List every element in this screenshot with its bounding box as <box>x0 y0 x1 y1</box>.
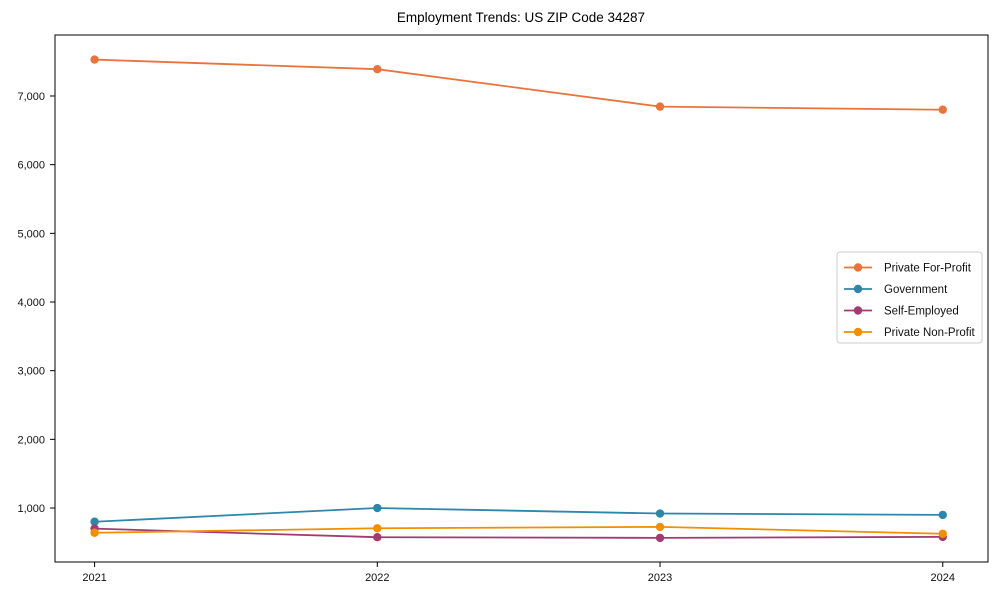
data-point-government-2023 <box>655 509 665 518</box>
data-point-private-non-profit-2024 <box>938 529 947 538</box>
series-line-private-for-profit <box>94 58 943 111</box>
data-point-private-non-profit-2023 <box>655 522 665 532</box>
data-point-government-2021 <box>90 517 99 526</box>
legend-label-private-for-profit: Private For-Profit <box>884 263 972 275</box>
legend-item-self-employed: Self-Employed <box>844 306 959 318</box>
series-line-government <box>94 507 943 523</box>
y-tick-label: 5,000 <box>17 228 45 240</box>
data-point-private-non-profit-2022 <box>373 524 382 533</box>
legend-marker-government <box>853 284 863 294</box>
legend-box <box>836 251 983 344</box>
legend-marker-self-employed <box>853 306 863 315</box>
data-point-private-for-profit-2022 <box>373 64 382 74</box>
data-point-government-2024 <box>938 510 947 520</box>
legend-marker-private-non-profit <box>853 327 863 337</box>
data-point-self-employed-2023 <box>655 533 665 543</box>
series-layer <box>90 55 947 543</box>
chart-title: Employment Trends: US ZIP Code 34287 <box>397 10 645 25</box>
legend: Private For-Profit Government Self-Employe… <box>836 251 983 344</box>
y-tick-label: 2,000 <box>17 434 45 446</box>
data-point-private-for-profit-2023 <box>655 102 665 111</box>
y-tick-label: 1,000 <box>17 503 45 515</box>
legend-label-private-non-profit: Private Non-Profit <box>884 327 976 339</box>
data-point-government-2022 <box>373 503 382 513</box>
legend-marker-private-for-profit <box>853 263 863 272</box>
plot-area <box>54 34 989 563</box>
legend-label-self-employed: Self-Employed <box>884 306 959 318</box>
series-line-self-employed <box>94 527 943 539</box>
y-tick-label: 7,000 <box>17 91 45 103</box>
y-tick-label: 4,000 <box>17 297 45 309</box>
x-tick-label: 2021 <box>82 572 106 584</box>
data-point-private-for-profit-2024 <box>938 105 947 114</box>
x-tick-label: 2022 <box>365 572 389 584</box>
series-line-private-non-profit <box>94 526 943 535</box>
y-tick-label: 6,000 <box>17 160 45 172</box>
data-point-private-non-profit-2021 <box>90 528 99 537</box>
data-point-self-employed-2022 <box>373 533 382 542</box>
axes-layer: 1,000 2,000 3,000 4,000 5,000 6,000 7,000 2021 2… <box>17 91 955 584</box>
legend-item-private-non-profit: Private Non-Profit <box>844 327 976 339</box>
legend-label-government: Government <box>884 284 948 296</box>
x-tick-label: 2024 <box>931 572 955 584</box>
y-tick-label: 3,000 <box>17 366 45 378</box>
legend-item-private-for-profit: Private For-Profit <box>844 263 972 275</box>
data-point-private-for-profit-2021 <box>90 55 99 64</box>
plot-border <box>54 34 989 563</box>
legend-item-government: Government <box>844 284 948 296</box>
x-tick-label: 2023 <box>648 572 672 584</box>
